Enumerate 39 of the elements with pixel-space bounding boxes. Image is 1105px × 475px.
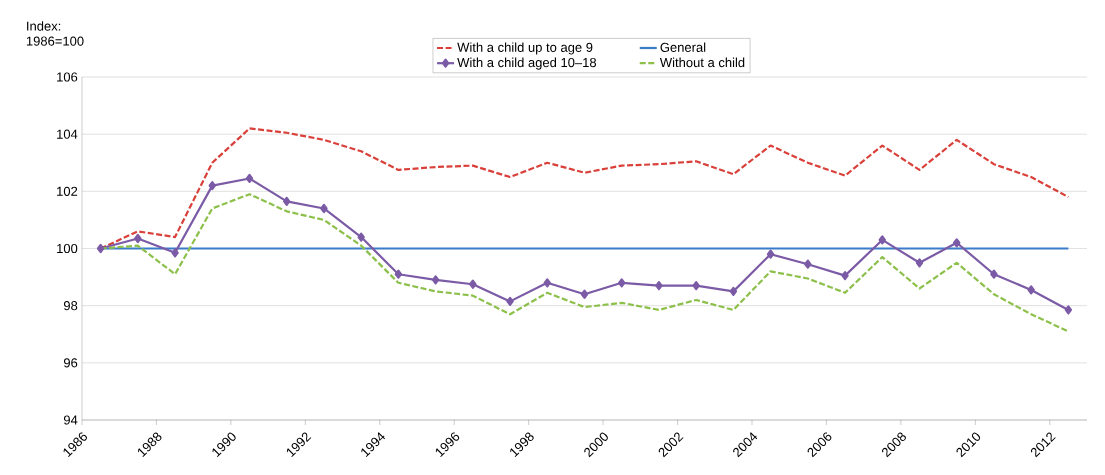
- y-tick-label: 102: [57, 186, 78, 196]
- y-tick-label: 98: [63, 301, 78, 311]
- point: [729, 286, 738, 296]
- point: [208, 181, 216, 191]
- point: [766, 249, 775, 259]
- point: [469, 279, 477, 289]
- point: [357, 232, 365, 242]
- y-tick-label: 94: [63, 415, 78, 425]
- point: [96, 243, 105, 254]
- point: [506, 296, 514, 306]
- point: [990, 269, 998, 279]
- point: [134, 233, 142, 244]
- point: [953, 238, 961, 248]
- point: [171, 248, 179, 258]
- point: [841, 271, 849, 281]
- y-tick-label: 96: [63, 358, 78, 368]
- point: [618, 278, 626, 288]
- y-tick-label: 104: [57, 129, 78, 139]
- point: [655, 281, 663, 291]
- y-tick-label: 100: [57, 243, 78, 254]
- point: [543, 278, 551, 288]
- point: [915, 258, 924, 268]
- legend-label: Without a child: [659, 57, 745, 68]
- point: [692, 281, 700, 291]
- legend-label: General: [660, 42, 706, 52]
- point: [245, 173, 254, 184]
- point: [1027, 285, 1035, 295]
- point: [320, 203, 328, 214]
- point: [1064, 305, 1073, 315]
- point: [878, 235, 886, 245]
- legend-label: With a child aged 10–18: [457, 57, 597, 70]
- point: [394, 269, 403, 279]
- y-tick-label: 106: [57, 72, 78, 82]
- point: [283, 196, 291, 206]
- y-axis-title: Index: 1986=100: [26, 21, 84, 46]
- point: [804, 259, 812, 269]
- point: [580, 289, 589, 299]
- legend-label: With a child up to age 9: [457, 42, 593, 55]
- point: [431, 275, 440, 285]
